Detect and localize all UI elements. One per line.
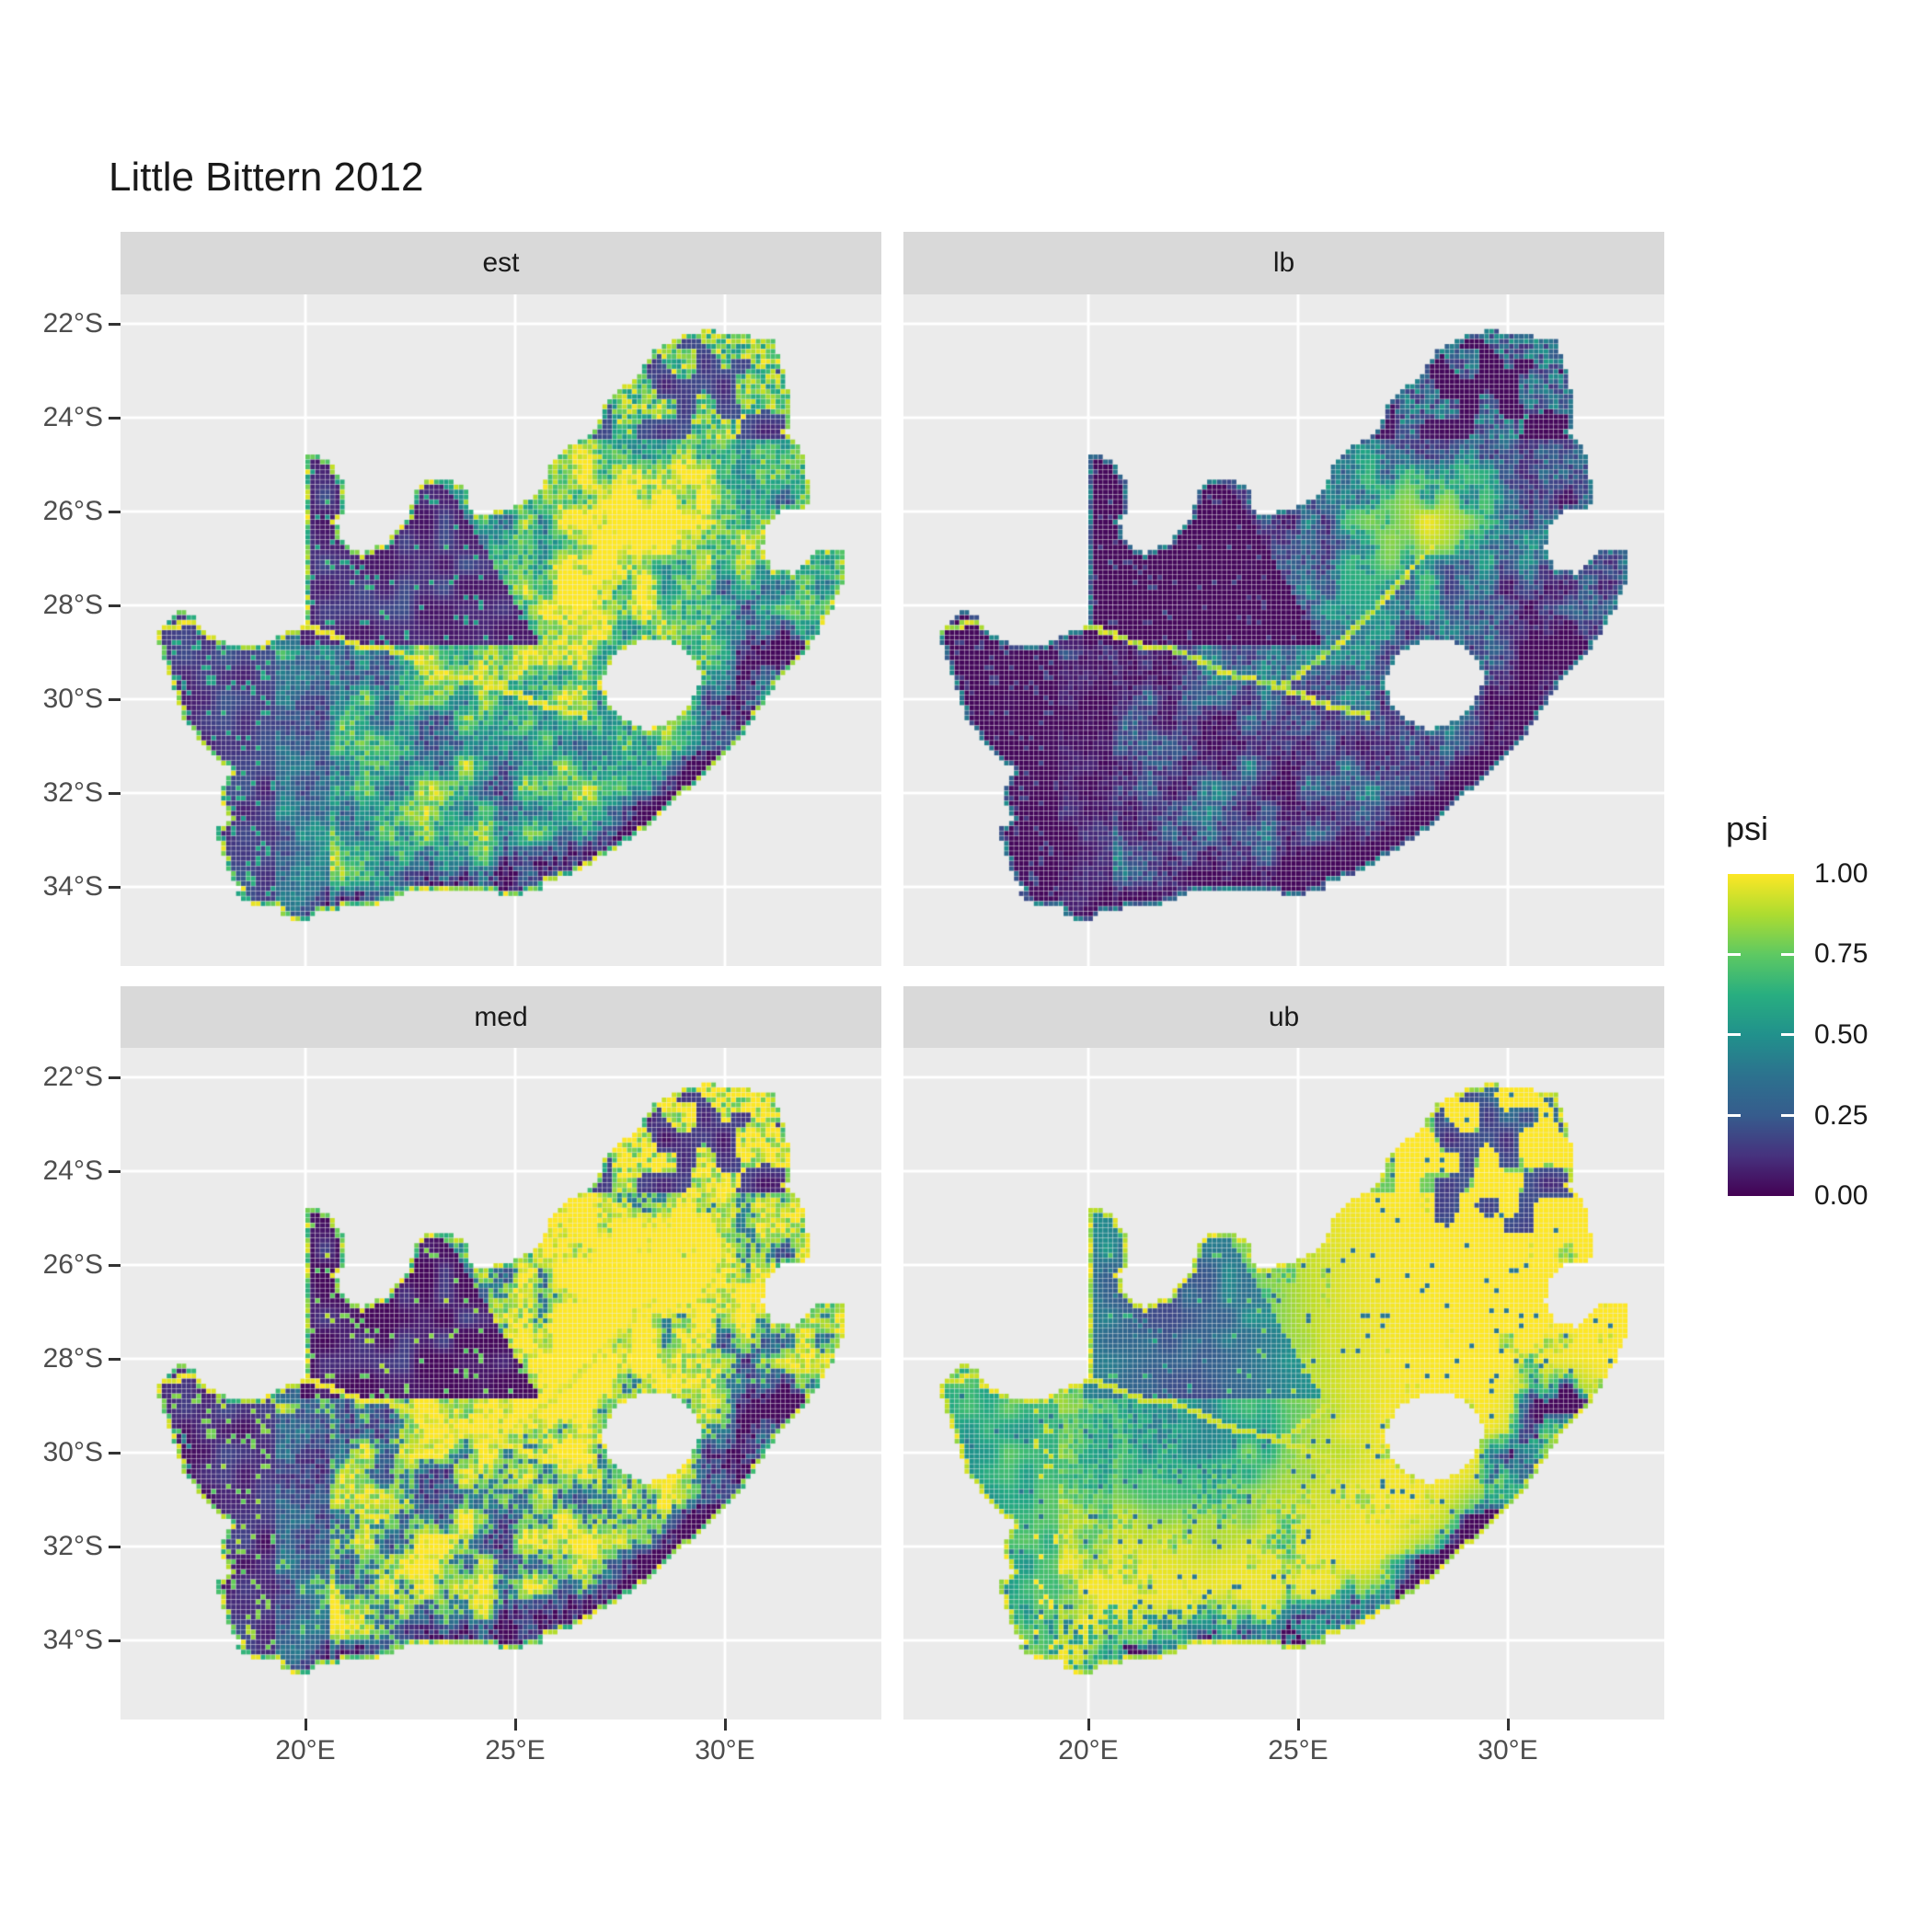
facet-strip-med: med	[121, 986, 881, 1049]
y-axis-tick	[109, 1639, 121, 1642]
facet-strip-lb: lb	[903, 232, 1664, 294]
facet-strip-est: est	[121, 232, 881, 294]
y-axis-label: 30°S	[42, 1437, 103, 1467]
facet-strip-ub: ub	[903, 986, 1664, 1049]
map-panel-med	[121, 1048, 881, 1719]
legend-tick-050	[1728, 1033, 1741, 1036]
plot-title: Little Bittern 2012	[109, 155, 424, 200]
y-axis-tick	[109, 1264, 121, 1267]
y-axis-label: 34°S	[42, 871, 103, 902]
x-axis-label: 30°E	[695, 1735, 755, 1765]
map-panel-lb	[903, 294, 1664, 966]
x-axis-tick	[514, 1719, 517, 1731]
x-axis-label: 20°E	[275, 1735, 336, 1765]
y-axis-tick	[109, 604, 121, 607]
y-axis-tick	[109, 792, 121, 795]
legend-label-025: 0.25	[1814, 1100, 1869, 1131]
x-axis-label: 25°E	[1268, 1735, 1328, 1765]
legend-tick-025-r	[1781, 1114, 1794, 1117]
legend-label-000: 0.00	[1814, 1180, 1869, 1211]
y-axis-label: 28°S	[42, 1343, 103, 1374]
facet-strip-label-lb: lb	[1272, 247, 1295, 278]
y-axis-tick	[109, 417, 121, 420]
legend-label-050: 0.50	[1814, 1019, 1869, 1050]
y-axis-tick	[109, 511, 121, 513]
y-axis-label: 34°S	[42, 1625, 103, 1655]
x-axis-tick	[1087, 1719, 1090, 1731]
x-axis-label: 30°E	[1478, 1735, 1538, 1765]
x-axis-label: 25°E	[485, 1735, 546, 1765]
legend-title: psi	[1726, 810, 1769, 847]
y-axis-label: 24°S	[42, 402, 103, 432]
y-axis-label: 32°S	[42, 1531, 103, 1561]
legend-tick-050-r	[1781, 1033, 1794, 1036]
map-panel-est	[121, 294, 881, 966]
x-axis-label: 20°E	[1058, 1735, 1119, 1765]
y-axis-label: 24°S	[42, 1156, 103, 1186]
y-axis-tick	[109, 886, 121, 889]
y-axis-label: 32°S	[42, 777, 103, 808]
y-axis-tick	[109, 698, 121, 701]
facet-strip-label-ub: ub	[1268, 1002, 1300, 1032]
y-axis-label: 26°S	[42, 496, 103, 526]
map-panel-ub	[903, 1048, 1664, 1719]
x-axis-tick	[305, 1719, 307, 1731]
legend-label-100: 1.00	[1814, 858, 1869, 889]
facet-strip-label-est: est	[482, 247, 520, 278]
y-axis-tick	[109, 1452, 121, 1455]
legend-label-075: 0.75	[1814, 938, 1869, 969]
y-axis-label: 30°S	[42, 684, 103, 714]
x-axis-tick	[1507, 1719, 1510, 1731]
facet-strip-label-med: med	[474, 1002, 528, 1032]
y-axis-label: 28°S	[42, 590, 103, 620]
y-axis-tick	[109, 1170, 121, 1173]
y-axis-tick	[109, 323, 121, 326]
legend-tick-075-r	[1781, 953, 1794, 956]
y-axis-tick	[109, 1076, 121, 1079]
y-axis-label: 22°S	[42, 1062, 103, 1092]
x-axis-tick	[1297, 1719, 1300, 1731]
legend-tick-025	[1728, 1114, 1741, 1117]
x-axis-tick	[724, 1719, 727, 1731]
legend-tick-075	[1728, 953, 1741, 956]
y-axis-label: 26°S	[42, 1249, 103, 1280]
y-axis-label: 22°S	[42, 308, 103, 339]
y-axis-tick	[109, 1358, 121, 1361]
y-axis-tick	[109, 1546, 121, 1548]
